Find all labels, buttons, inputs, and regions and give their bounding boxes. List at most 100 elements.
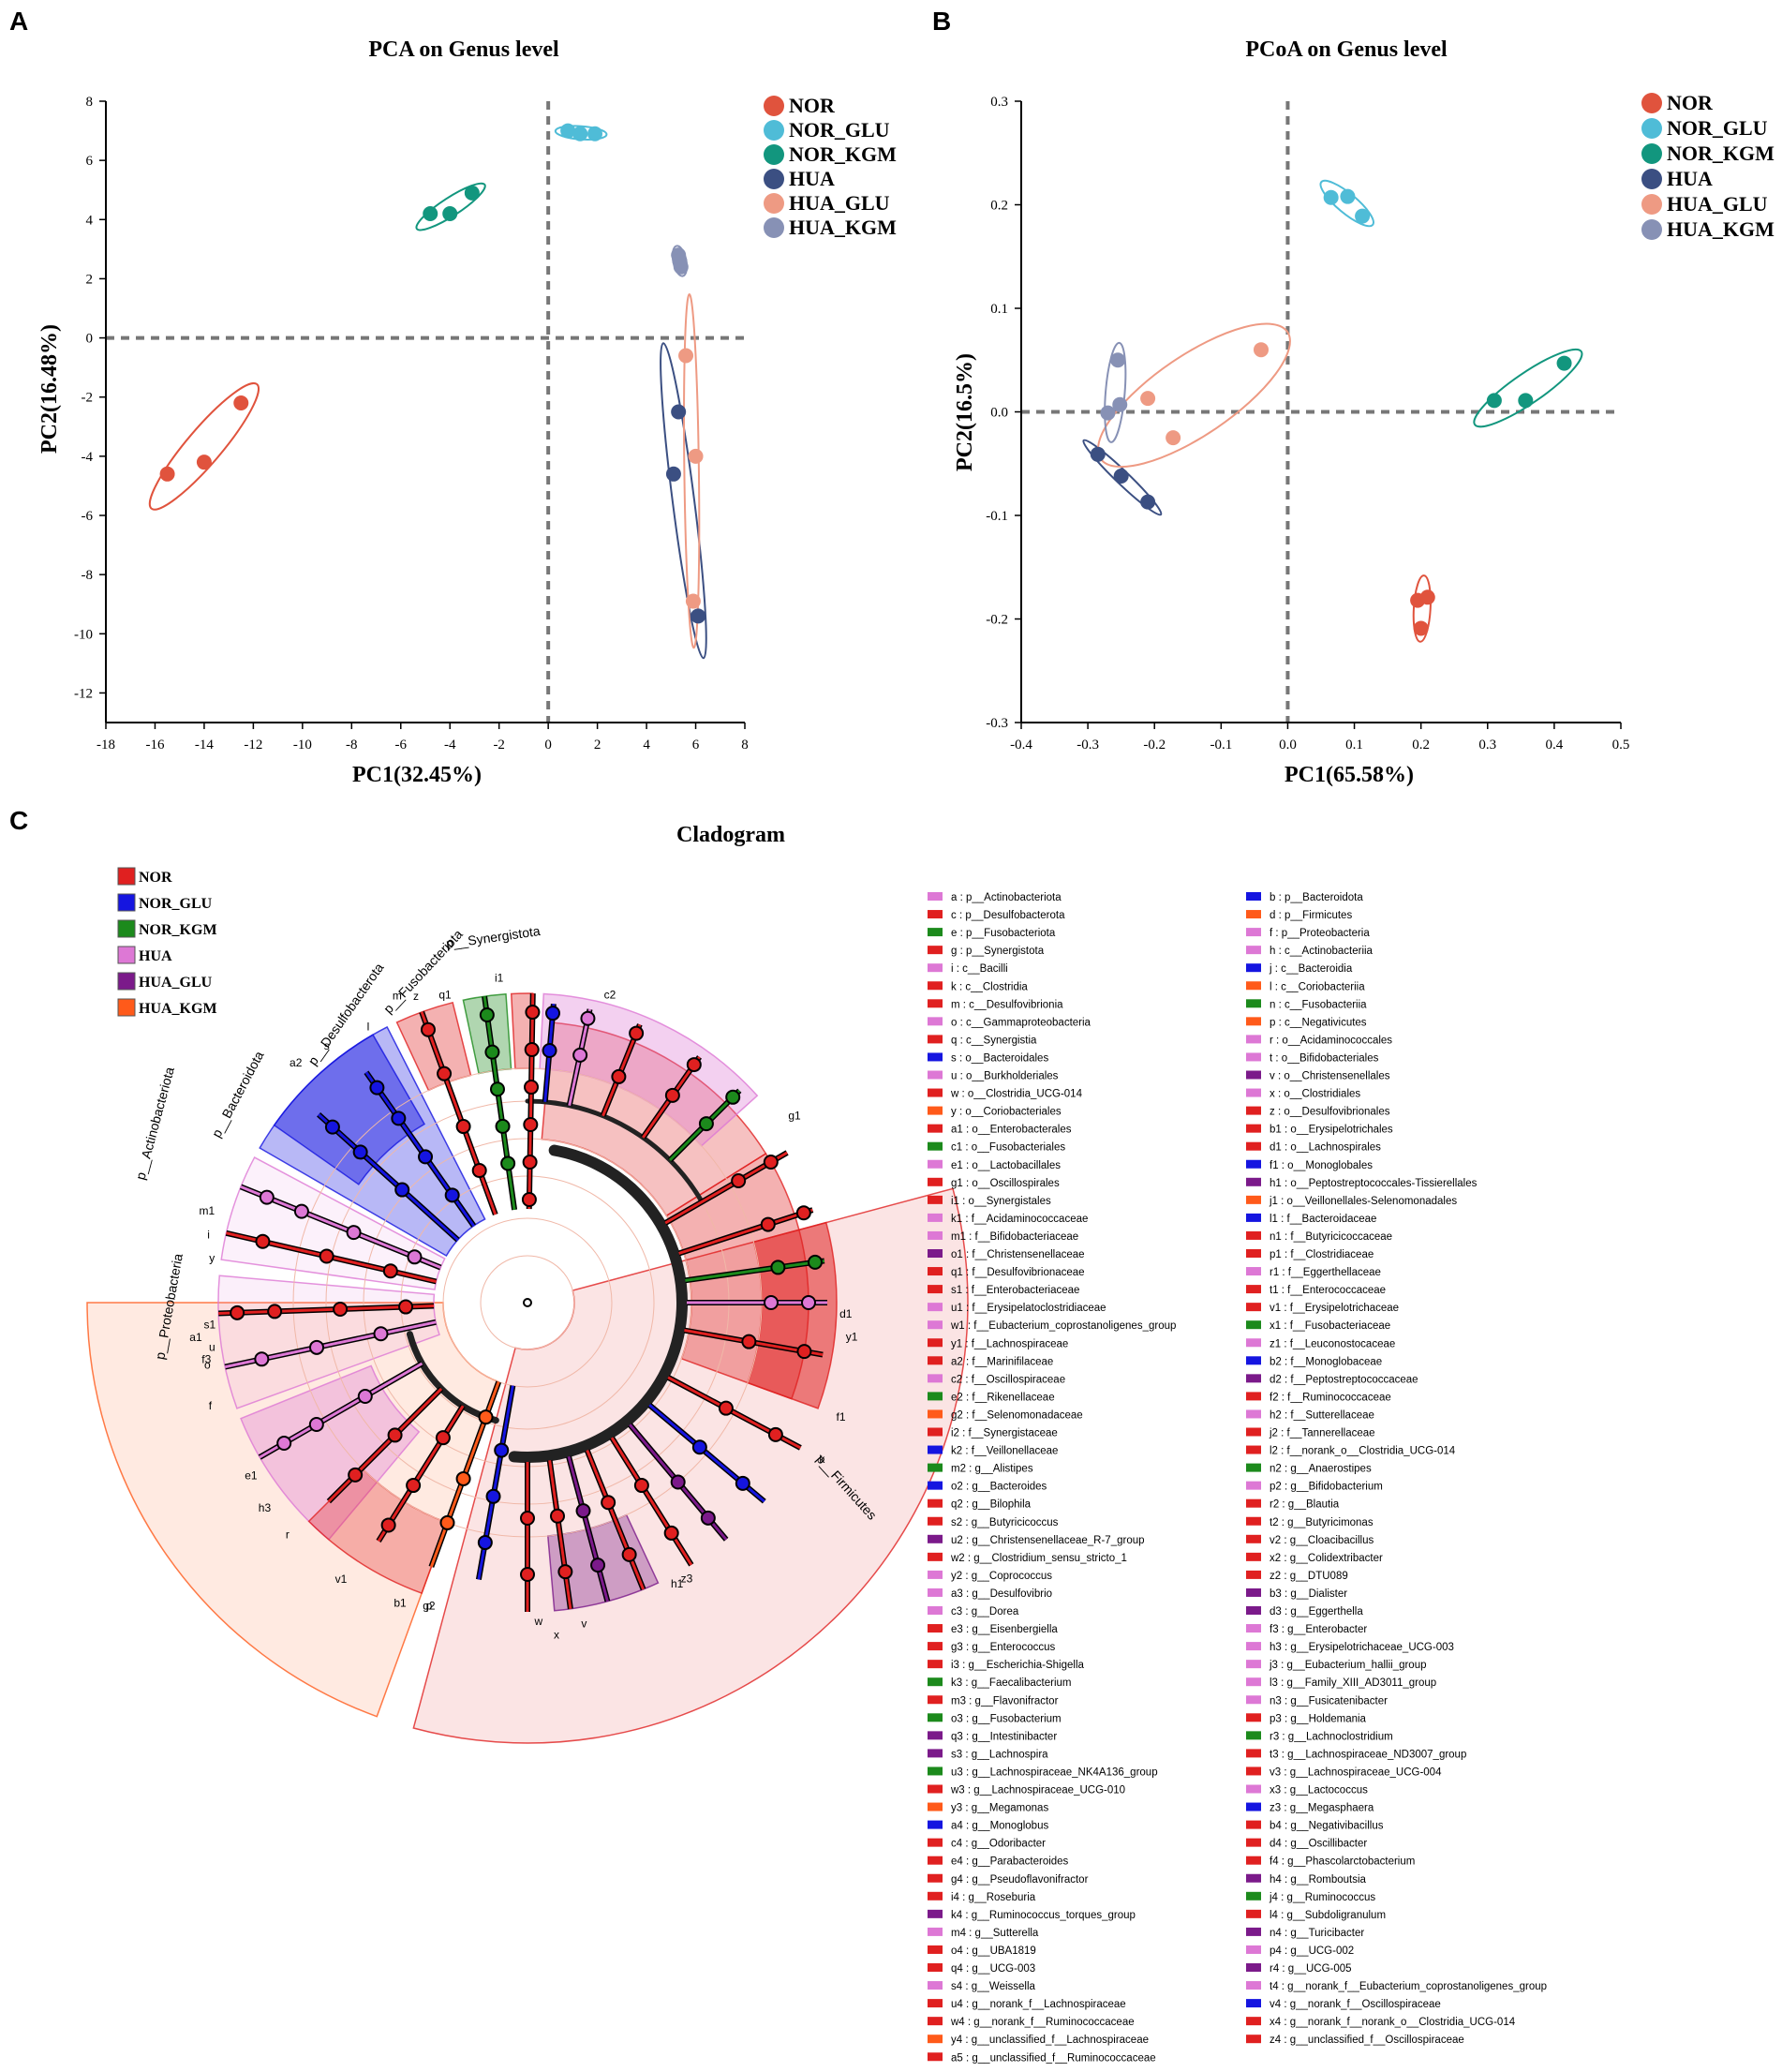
taxa-legend-swatch xyxy=(928,1356,943,1365)
y-tick-label: -6 xyxy=(82,509,94,524)
clade-node xyxy=(764,1295,779,1310)
taxa-legend-swatch xyxy=(928,1909,943,1918)
clade-ring-letter: z3 xyxy=(681,1572,693,1585)
taxa-legend-swatch xyxy=(1246,1766,1261,1776)
clade-branch-color xyxy=(327,1387,443,1503)
taxa-legend-item: k4 : g__Ruminococcus_torques_group xyxy=(951,1910,1136,1921)
taxa-legend-swatch xyxy=(928,1106,943,1115)
taxa-legend-swatch xyxy=(1246,1124,1261,1133)
y-tick-label: 6 xyxy=(86,154,94,169)
clade-node xyxy=(520,1511,535,1526)
x-tick-label: -4 xyxy=(444,738,456,753)
clade-node xyxy=(391,1111,407,1126)
clade-node xyxy=(276,1436,292,1451)
taxa-legend-item: d1 : o__Lachnospirales xyxy=(1270,1142,1381,1154)
clade-node xyxy=(485,1488,501,1504)
taxa-legend-swatch xyxy=(1246,1159,1261,1169)
legend-marker-hua_kgm xyxy=(1641,219,1662,240)
clade-branch-color xyxy=(586,1450,646,1590)
taxa-legend-swatch xyxy=(928,963,943,973)
y-tick-label: -12 xyxy=(74,686,93,701)
cladogram-ring xyxy=(480,1255,575,1350)
clade-node xyxy=(763,1155,779,1170)
taxa-legend-item: d3 : g__Eggerthella xyxy=(1270,1606,1363,1617)
clade-ring-letter: v xyxy=(581,1617,587,1631)
point-hua xyxy=(691,608,706,624)
clade-node xyxy=(484,1044,500,1060)
taxa-legend-swatch xyxy=(928,910,943,919)
clade-node xyxy=(741,1334,757,1349)
taxa-legend-item: j3 : g__Eubacterium_hallii_group xyxy=(1269,1660,1427,1671)
taxa-legend-swatch xyxy=(928,1927,943,1936)
taxa-legend-item: m4 : g__Sutterella xyxy=(951,1928,1039,1939)
clade-branch-color xyxy=(420,1011,497,1215)
taxa-legend-swatch xyxy=(1246,1267,1261,1276)
y-tick-label: -0.2 xyxy=(986,613,1008,628)
clade-node xyxy=(575,1503,591,1519)
taxa-legend-swatch xyxy=(1246,1088,1261,1097)
taxa-legend-swatch xyxy=(1246,2017,1261,2026)
y-tick-label: 4 xyxy=(86,213,94,228)
point-nor_glu xyxy=(572,126,588,142)
taxa-legend-swatch xyxy=(928,1516,943,1526)
y-tick-label: 8 xyxy=(86,95,94,110)
taxa-legend-item: i2 : f__Synergistaceae xyxy=(951,1428,1058,1439)
taxa-legend-swatch xyxy=(1246,1856,1261,1865)
taxa-legend-swatch xyxy=(1246,928,1261,937)
cladogram-title: Cladogram xyxy=(676,823,785,847)
taxa-legend-swatch xyxy=(1246,1356,1261,1365)
taxa-legend-swatch xyxy=(928,1267,943,1276)
taxa-legend-item: r : o__Acidaminococcales xyxy=(1270,1035,1392,1046)
phylum-label: p__Synergistota xyxy=(445,923,542,951)
clade-branch-color xyxy=(685,1259,825,1282)
clade-node xyxy=(494,1442,510,1458)
taxa-legend-swatch xyxy=(1246,1249,1261,1258)
legend-label: HUA_GLU xyxy=(1667,192,1768,216)
legend-label: NOR xyxy=(1667,91,1714,114)
confidence-ellipse-nor_kgm xyxy=(1473,348,1583,428)
taxa-legend-swatch xyxy=(928,1856,943,1865)
taxa-legend-swatch xyxy=(928,1445,943,1454)
taxa-legend-swatch xyxy=(1246,1392,1261,1401)
taxa-legend-swatch xyxy=(1246,1213,1261,1222)
clade-node xyxy=(590,1558,606,1573)
clade-ring-letter: z xyxy=(413,990,419,1003)
point-hua xyxy=(671,404,687,420)
clade-node xyxy=(670,1474,686,1490)
taxa-legend-item: v3 : g__Lachnospiraceae_UCG-004 xyxy=(1270,1766,1442,1778)
taxa-legend-swatch xyxy=(928,1570,943,1579)
clade-ring-letter: y xyxy=(209,1252,215,1265)
point-hua xyxy=(1140,494,1156,510)
clade-node xyxy=(686,1057,702,1073)
taxa-legend-swatch xyxy=(1246,1177,1261,1186)
group-legend-label: NOR xyxy=(139,870,172,886)
taxa-legend-item: s1 : f__Enterobacteriaceae xyxy=(951,1285,1079,1296)
taxa-legend-item: v1 : f__Erysipelotrichaceae xyxy=(1270,1303,1399,1314)
clade-node xyxy=(611,1068,627,1084)
clade-node xyxy=(418,1149,434,1165)
clade-node xyxy=(444,1187,460,1203)
clade-node xyxy=(478,1409,494,1425)
legend-label: HUA xyxy=(789,167,835,190)
y-tick-label: 0.1 xyxy=(990,302,1008,317)
confidence-ellipse-hua_glu xyxy=(683,293,701,649)
clade-node xyxy=(580,1010,596,1026)
taxa-legend-swatch xyxy=(928,2052,943,2062)
taxa-legend-item: n2 : g__Anaerostipes xyxy=(1270,1464,1372,1475)
confidence-ellipse-hua_kgm xyxy=(1104,341,1127,443)
clade-branch-color xyxy=(567,1455,609,1602)
taxa-legend-swatch xyxy=(928,1802,943,1811)
clade-node xyxy=(309,1339,325,1355)
taxa-legend-swatch xyxy=(1246,946,1261,955)
clade-node xyxy=(698,1116,714,1132)
taxa-legend-swatch xyxy=(1246,1498,1261,1508)
point-hua_glu xyxy=(688,448,704,464)
taxa-legend-swatch xyxy=(928,1677,943,1687)
x-tick-label: -16 xyxy=(145,738,164,753)
clade-node xyxy=(254,1351,270,1367)
clade-node xyxy=(455,1470,471,1486)
clade-ring-letter: h1 xyxy=(671,1577,684,1590)
taxa-legend-item: p4 : g__UCG-002 xyxy=(1270,1945,1354,1957)
clade-node xyxy=(550,1508,566,1524)
taxa-legend-item: j : c__Bacteroidia xyxy=(1269,963,1353,975)
